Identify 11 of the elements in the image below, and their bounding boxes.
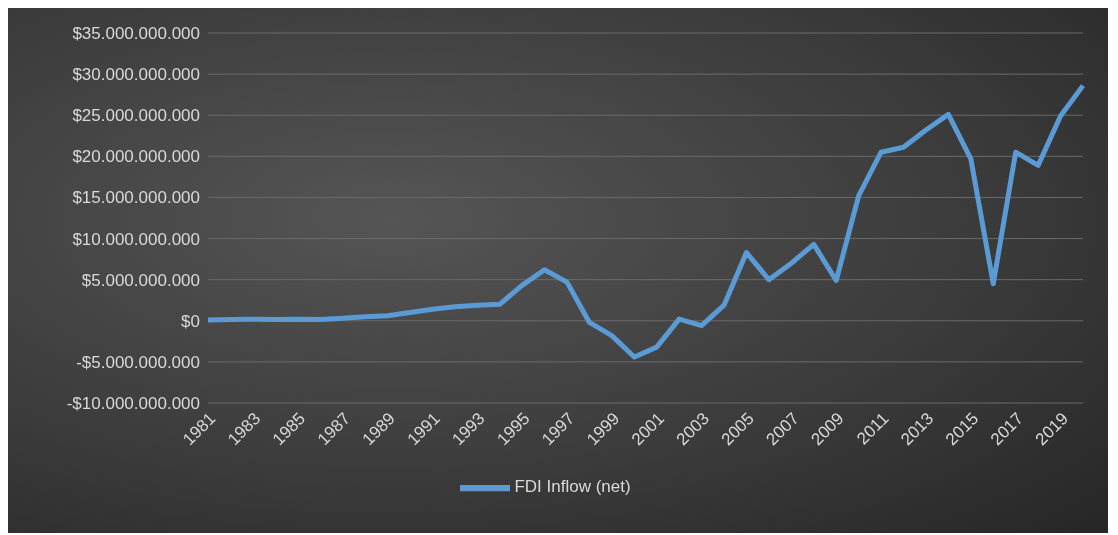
- y-tick-label: $10.000.000.000: [72, 229, 200, 249]
- y-tick-label: $35.000.000.000: [72, 24, 200, 44]
- y-tick-label: $5.000.000.000: [81, 270, 200, 290]
- y-tick-label: $0: [181, 311, 200, 331]
- y-tick-label: $15.000.000.000: [72, 188, 200, 208]
- y-tick-label: -$5.000.000.000: [76, 352, 200, 372]
- y-tick-label: -$10.000.000.000: [66, 394, 200, 414]
- legend-label: FDI Inflow (net): [514, 477, 631, 497]
- y-tick-label: $20.000.000.000: [72, 147, 200, 167]
- y-tick-label: $25.000.000.000: [72, 106, 200, 126]
- y-tick-label: $30.000.000.000: [72, 65, 200, 85]
